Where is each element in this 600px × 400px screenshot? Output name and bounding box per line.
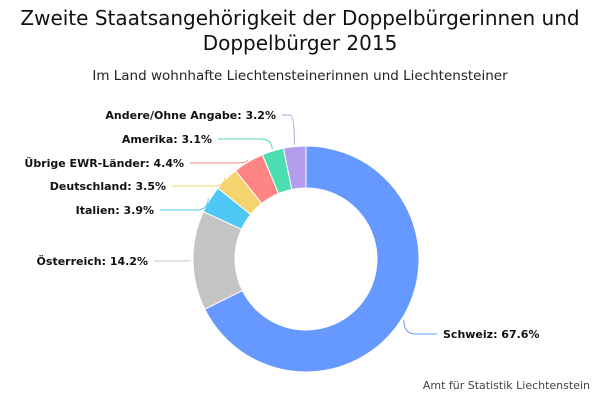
data-label-5: Amerika: 3.1% (122, 133, 212, 146)
connector-0 (403, 319, 437, 335)
data-label-0: Schweiz: 67.6% (443, 328, 539, 341)
chart-subtitle: Im Land wohnhafte Liechtensteinerinnen u… (92, 68, 508, 84)
data-label-4: Übrige EWR-Länder: 4.4% (24, 156, 184, 170)
connector-6 (282, 114, 295, 145)
connector-5 (218, 138, 273, 150)
connector-4 (190, 159, 248, 164)
chart-credit: Amt für Statistik Liechtenstein (422, 379, 590, 392)
slice-6[interactable] (282, 145, 307, 191)
connector-2 (160, 198, 209, 211)
data-label-2: Italien: 3.9% (76, 204, 154, 217)
data-label-3: Deutschland: 3.5% (50, 180, 166, 193)
chart-title: Zweite Staatsangehörigkeit der Doppelbür… (20, 6, 580, 55)
slice-0[interactable] (204, 145, 420, 373)
connector-3 (172, 177, 226, 187)
data-label-1: Österreich: 14.2% (37, 254, 148, 268)
data-label-6: Andere/Ohne Angabe: 3.2% (105, 109, 276, 122)
